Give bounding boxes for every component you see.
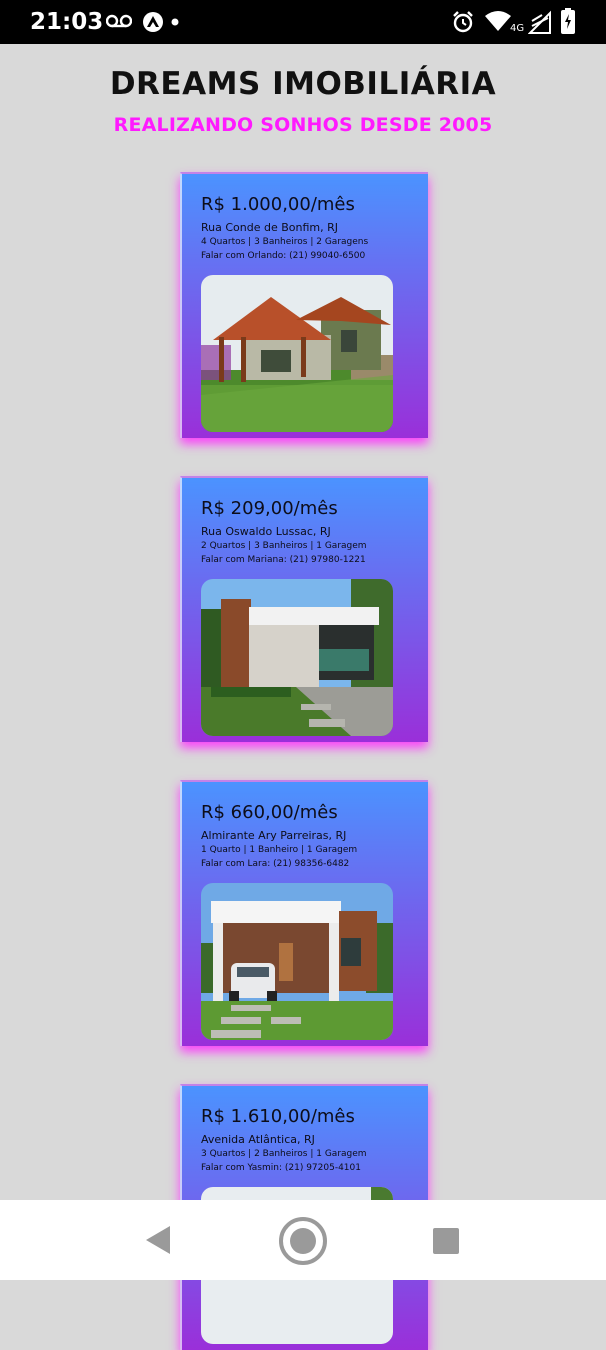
- listing-rooms: 2 Quartos | 3 Banheiros | 1 Garagem: [201, 541, 367, 551]
- system-nav-bar: [0, 1200, 606, 1280]
- battery-icon: [561, 8, 575, 34]
- signal-icon: [528, 10, 551, 34]
- home-icon[interactable]: [278, 1216, 328, 1266]
- house-photo: [201, 883, 393, 1040]
- listing-contact: Falar com Lara: (21) 98356-6482: [201, 859, 350, 869]
- listing-price: R$ 1.000,00/mês: [201, 194, 355, 215]
- listing-contact: Falar com Orlando: (21) 99040-6500: [201, 251, 366, 261]
- listing-rooms: 4 Quartos | 3 Banheiros | 2 Garagens: [201, 237, 369, 247]
- listing-card[interactable]: R$ 660,00/mês Almirante Ary Parreiras, R…: [180, 780, 428, 1046]
- listing-contact: Falar com Mariana: (21) 97980-1221: [201, 555, 366, 565]
- listing-rooms: 3 Quartos | 2 Banheiros | 1 Garagem: [201, 1149, 367, 1159]
- back-icon[interactable]: [144, 1224, 172, 1256]
- status-time: 21:03: [30, 9, 104, 35]
- app-subtitle: REALIZANDO SONHOS DESDE 2005: [113, 114, 493, 136]
- voicemail-icon: [106, 14, 132, 28]
- app-notification-icon: [143, 12, 163, 32]
- listing-card[interactable]: R$ 1.000,00/mês Rua Conde de Bonfim, RJ …: [180, 172, 428, 438]
- status-bar: 21:03 4G: [0, 0, 606, 44]
- listing-price: R$ 1.610,00/mês: [201, 1106, 355, 1127]
- app-title: DREAMS IMOBILIÁRIA: [109, 66, 497, 102]
- house-photo: [201, 579, 393, 736]
- dot-icon: [171, 18, 179, 26]
- listing-address: Almirante Ary Parreiras, RJ: [201, 829, 347, 842]
- house-photo: [201, 275, 393, 432]
- listing-rooms: 1 Quarto | 1 Banheiro | 1 Garagem: [201, 845, 358, 855]
- listing-contact: Falar com Yasmin: (21) 97205-4101: [201, 1163, 361, 1173]
- recents-icon[interactable]: [432, 1228, 460, 1254]
- listing-price: R$ 660,00/mês: [201, 802, 338, 823]
- listing-price: R$ 209,00/mês: [201, 498, 338, 519]
- listing-address: Rua Oswaldo Lussac, RJ: [201, 525, 331, 538]
- alarm-icon: [453, 11, 473, 33]
- listing-card[interactable]: R$ 209,00/mês Rua Oswaldo Lussac, RJ 2 Q…: [180, 476, 428, 742]
- listing-address: Avenida Atlântica, RJ: [201, 1133, 315, 1146]
- wifi-icon: [485, 11, 511, 31]
- network-type-label: 4G: [510, 23, 525, 34]
- listing-address: Rua Conde de Bonfim, RJ: [201, 221, 339, 234]
